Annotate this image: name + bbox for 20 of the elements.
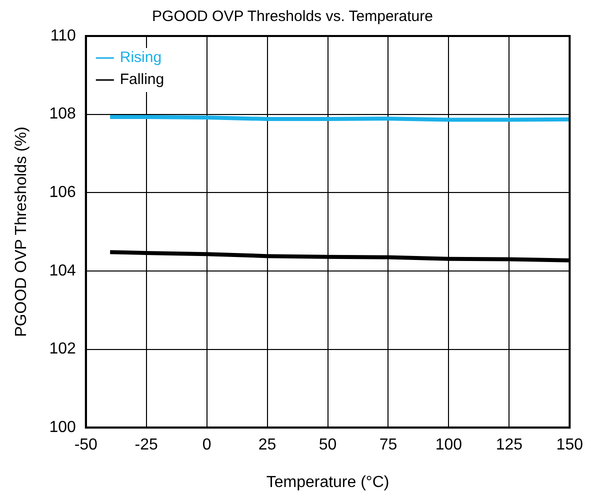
chart-title: PGOOD OVP Thresholds vs. Temperature — [152, 8, 433, 26]
y-axis-title: PGOOD OVP Thresholds (%) — [13, 126, 30, 337]
x-tick-label: -25 — [134, 436, 158, 454]
y-tick-label: 102 — [49, 340, 76, 358]
x-tick-label: 75 — [379, 436, 398, 454]
y-tick-label: 108 — [49, 106, 76, 123]
legend-label: Rising — [120, 49, 162, 66]
x-tick-label: 150 — [556, 436, 584, 454]
x-tick-label: -50 — [74, 436, 98, 454]
y-tick-label: 104 — [49, 262, 76, 280]
x-tick-label: 0 — [202, 436, 212, 454]
legend-label: Falling — [120, 71, 164, 88]
x-tick-label: 50 — [318, 436, 337, 454]
x-tick-label: 25 — [258, 436, 276, 454]
x-axis-title: Temperature (°C) — [266, 474, 390, 491]
x-tick-label: 100 — [435, 436, 462, 454]
y-tick-label: 110 — [50, 27, 76, 44]
x-tick-label: 125 — [496, 436, 523, 454]
y-tick-label: 100 — [49, 419, 76, 436]
y-tick-label: 106 — [49, 184, 76, 202]
